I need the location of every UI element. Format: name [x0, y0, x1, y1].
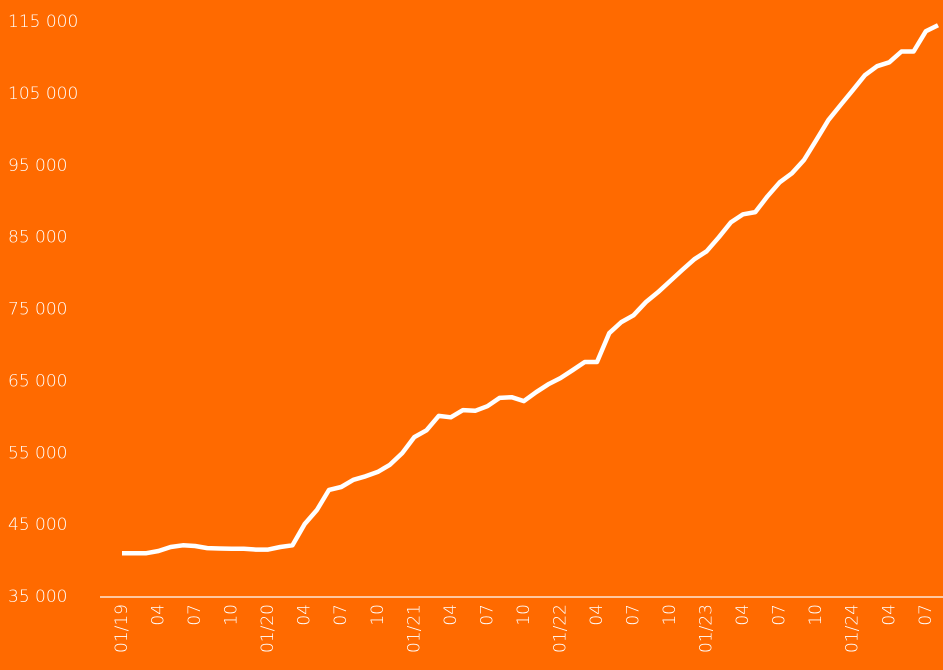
x-tick-label: 04 — [879, 604, 899, 626]
x-tick-label: 10 — [806, 604, 826, 626]
x-tick-label: 04 — [441, 604, 461, 626]
x-tick-label: 07 — [331, 604, 351, 626]
y-tick-label: 115 000 — [8, 12, 78, 32]
y-tick-label: 95 000 — [8, 156, 67, 176]
y-tick-label: 55 000 — [8, 443, 67, 463]
x-tick-label: 07 — [477, 604, 497, 626]
x-tick-label: 10 — [660, 604, 680, 626]
y-tick-label: 85 000 — [8, 228, 67, 248]
x-tick-label: 07 — [185, 604, 205, 626]
x-tick-label: 10 — [222, 604, 242, 626]
x-tick-label: 04 — [587, 604, 607, 626]
x-tick-label: 01/19 — [112, 604, 132, 653]
series-line — [122, 23, 940, 556]
x-tick-label: 01/20 — [258, 604, 278, 653]
y-tick-label: 35 000 — [8, 587, 67, 607]
x-tick-label: 01/23 — [697, 604, 717, 653]
x-tick-label: 07 — [916, 604, 936, 626]
y-tick-label: 75 000 — [8, 300, 67, 320]
x-tick-label: 04 — [295, 604, 315, 626]
x-tick-label: 07 — [770, 604, 790, 626]
y-tick-label: 45 000 — [8, 515, 67, 535]
x-tick-label: 04 — [733, 604, 753, 626]
x-tick-label: 10 — [514, 604, 534, 626]
x-tick-label: 10 — [368, 604, 388, 626]
y-tick-label: 65 000 — [8, 371, 67, 391]
x-tick-label: 07 — [624, 604, 644, 626]
x-tick-label: 01/21 — [404, 604, 424, 653]
y-tick-label: 105 000 — [8, 84, 78, 104]
x-tick-label: 04 — [149, 604, 169, 626]
x-tick-label: 01/24 — [843, 604, 863, 653]
x-tick-label: 01/22 — [550, 604, 570, 653]
